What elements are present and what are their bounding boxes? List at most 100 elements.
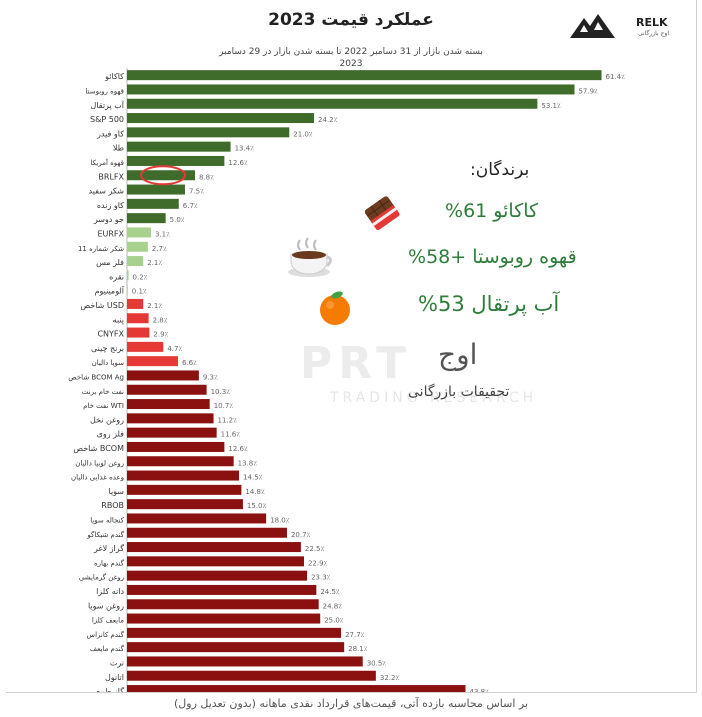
- category-label: طلا: [113, 144, 124, 153]
- category-label: نقره: [109, 272, 124, 281]
- bar: [127, 499, 243, 510]
- data-label: 22.5٪: [305, 545, 325, 553]
- data-label: 24.5٪: [320, 588, 340, 596]
- bar: [127, 556, 304, 567]
- category-label: نفت خام WTI: [83, 402, 124, 410]
- category-label: قهوه روبوستا: [85, 87, 124, 95]
- category-label: S&P 500: [90, 115, 124, 124]
- data-label: 6.7٪: [183, 202, 198, 210]
- data-label: 10.7٪: [214, 402, 234, 410]
- bar: [127, 70, 602, 81]
- category-label: شکر شماره 11: [78, 245, 124, 253]
- category-label: پنبه: [113, 315, 124, 324]
- bar: [127, 599, 319, 610]
- bar: [127, 627, 342, 638]
- category-label: گندم بهاره: [94, 558, 125, 567]
- annotation-circle: [140, 165, 187, 186]
- chart-subtitle: بسته شدن بازار از 31 دسامبر 2022 تا بسته…: [219, 47, 483, 57]
- category-label: سویا: [109, 487, 125, 496]
- bar: [127, 113, 315, 124]
- category-label: برنج چینی: [91, 344, 124, 353]
- data-label: 15.0٪: [247, 502, 267, 510]
- category-label: گاز طبیعی: [90, 686, 125, 692]
- data-label: 2.1٪: [147, 302, 162, 310]
- bar: [127, 313, 149, 324]
- watermark-sub: TRADING RESEARCH: [330, 390, 538, 406]
- category-label: روغن گرمایشی: [79, 573, 124, 582]
- category-label: شاخص USD: [80, 301, 124, 310]
- bar: [127, 170, 196, 181]
- category-label: نرت: [110, 658, 124, 667]
- data-label: 11.6٪: [221, 431, 241, 439]
- chart-subtitle-year: 2023: [339, 59, 363, 69]
- chart-title: عملکرد قیمت 2023: [268, 10, 434, 30]
- bar: [127, 456, 234, 467]
- research-brand-name: اوج: [438, 338, 478, 371]
- bar: [127, 298, 144, 309]
- category-label: شاخص BCOM Ag: [68, 373, 124, 381]
- category-label: کنجاله سویا: [90, 516, 124, 524]
- bar: [127, 484, 242, 495]
- data-label: 30.5٪: [367, 659, 387, 667]
- data-label: 24.2٪: [318, 116, 338, 124]
- data-label: 14.8٪: [245, 488, 265, 496]
- data-label: 11.2٪: [218, 416, 238, 424]
- data-label: 8.8٪: [199, 173, 214, 181]
- data-label: 0.1٪: [132, 288, 147, 296]
- bar: [127, 527, 287, 538]
- category-label: اتانول: [105, 673, 124, 682]
- data-label: 5.0٪: [170, 216, 185, 224]
- footnote: بر اساس محاسبه بازده آتی، قیمت‌های قرارد…: [173, 697, 529, 710]
- category-label: روغن نخل: [90, 415, 124, 424]
- bar: [127, 470, 240, 481]
- bar: [127, 370, 199, 381]
- bar: [127, 670, 376, 681]
- data-label: 22.9٪: [308, 559, 328, 567]
- bar: [127, 270, 129, 281]
- bar: [127, 327, 150, 338]
- bar: [127, 284, 128, 295]
- bar: [127, 184, 185, 195]
- category-label: RBOB: [101, 501, 124, 510]
- winner-robusta-coffee: قهوه روبوستا +58%: [408, 246, 577, 268]
- data-label: 27.7٪: [345, 631, 365, 639]
- bar: [127, 427, 217, 438]
- bar: [127, 584, 317, 595]
- category-label: شکر سفید: [89, 187, 125, 196]
- category-label: کاو فیدر: [96, 129, 124, 138]
- data-label: 23.3٪: [311, 574, 331, 582]
- data-label: 0.2٪: [133, 273, 148, 281]
- bar: [127, 656, 363, 667]
- data-label: 20.7٪: [291, 531, 311, 539]
- data-label: 3.1٪: [155, 230, 170, 238]
- bar: [127, 141, 231, 152]
- data-label: 7.5٪: [189, 188, 204, 196]
- chocolate-icon: [364, 196, 400, 230]
- category-label: فلز روی: [97, 430, 125, 439]
- category-label: روغن لوبیا دالیان: [75, 459, 124, 467]
- data-label: 25.0٪: [324, 617, 344, 625]
- category-label: BRLFX: [98, 172, 124, 181]
- category-label: EURFX: [97, 229, 124, 238]
- mountain-logo-icon: [570, 14, 615, 38]
- bar: [127, 513, 267, 524]
- bar: [127, 341, 164, 352]
- data-label: 2.7٪: [152, 245, 167, 253]
- data-label: 32.2٪: [380, 674, 400, 682]
- data-label: 6.6٪: [182, 359, 197, 367]
- category-label: کاکائو: [104, 72, 124, 81]
- bar: [127, 399, 210, 410]
- category-label: قهوه آمریکا: [90, 158, 124, 167]
- data-label: 2.9٪: [153, 331, 168, 339]
- bar: [127, 198, 179, 209]
- brand-subtitle: اوج بازرگانی: [638, 30, 669, 37]
- bar: [127, 685, 466, 692]
- category-label: سویا دالیان: [92, 359, 125, 367]
- data-label: 13.8٪: [238, 459, 258, 467]
- data-label: 13.4٪: [235, 145, 255, 153]
- data-label: 43.8٪: [470, 688, 490, 692]
- category-label: جو دوسر: [93, 215, 124, 224]
- category-label: روغن سویا: [88, 601, 124, 610]
- data-label: 28.1٪: [348, 645, 368, 653]
- category-label: وعده غذایی دالیان: [71, 474, 124, 482]
